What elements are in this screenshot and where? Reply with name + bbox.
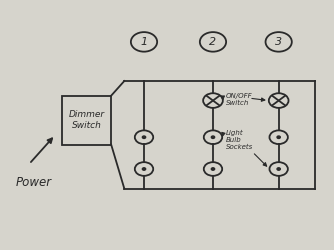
Circle shape <box>211 136 215 138</box>
Text: Light
Bulb
Sockets: Light Bulb Sockets <box>226 130 254 150</box>
Circle shape <box>211 168 215 170</box>
Circle shape <box>142 136 146 138</box>
Text: 3: 3 <box>275 37 282 47</box>
Bar <box>62 96 111 144</box>
Text: 1: 1 <box>140 37 148 47</box>
Text: 2: 2 <box>209 37 216 47</box>
Circle shape <box>142 168 146 170</box>
Text: Dimmer
Switch: Dimmer Switch <box>68 110 105 130</box>
Text: Power: Power <box>16 176 52 189</box>
Text: ON/OFF
Switch: ON/OFF Switch <box>226 93 253 106</box>
Circle shape <box>277 136 280 138</box>
Circle shape <box>277 168 280 170</box>
